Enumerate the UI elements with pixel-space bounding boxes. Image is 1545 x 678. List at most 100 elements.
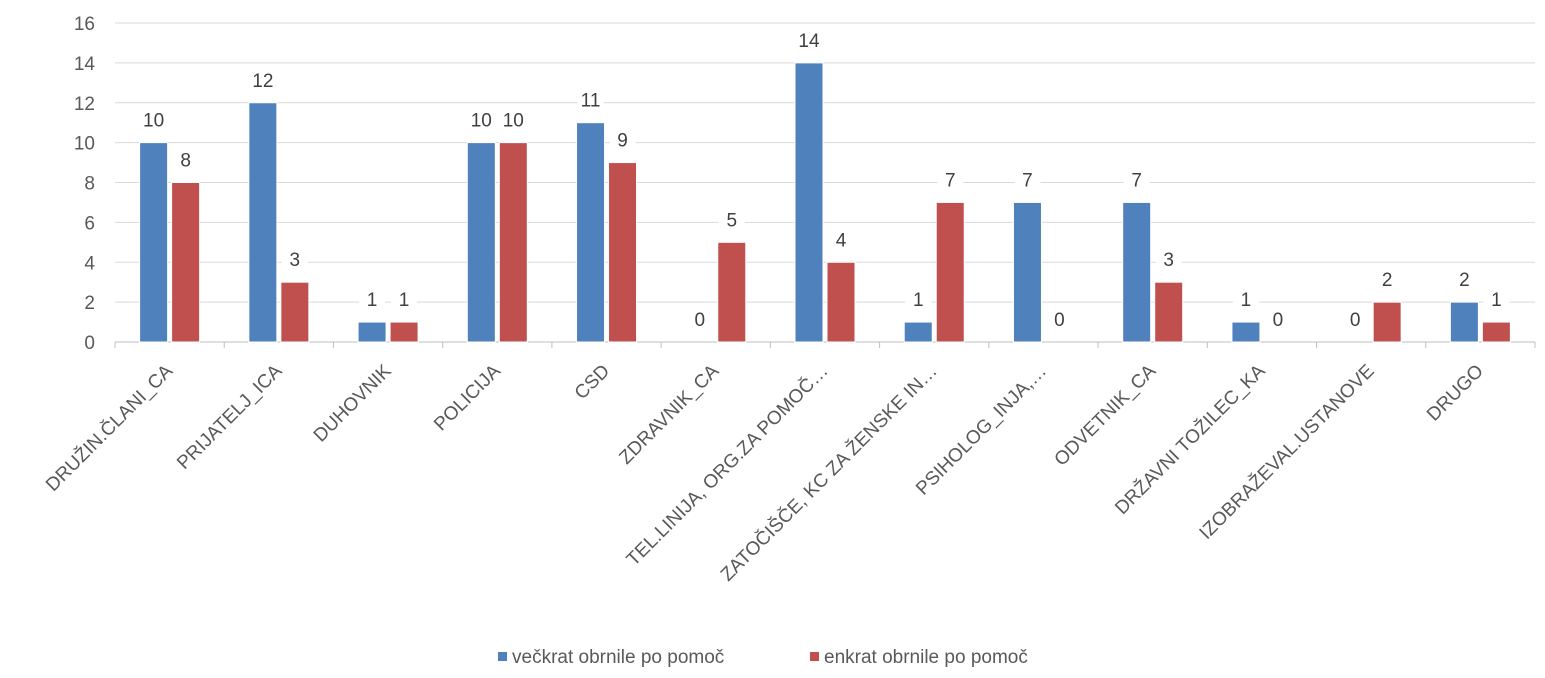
bar xyxy=(1154,281,1184,343)
data-label: 9 xyxy=(617,131,628,152)
data-label-background xyxy=(249,68,276,92)
bar xyxy=(139,142,169,343)
bar xyxy=(794,62,824,343)
x-category-label: POLICIJA xyxy=(430,360,505,435)
data-label: 11 xyxy=(581,91,601,112)
data-label-background xyxy=(1374,268,1401,292)
bar xyxy=(357,321,387,343)
bar xyxy=(608,162,638,343)
data-label: 7 xyxy=(1022,170,1033,191)
legend: večkrat obrnile po pomoč enkrat obrnile p… xyxy=(498,647,1028,668)
data-label: 10 xyxy=(143,111,164,132)
y-tick-label: 0 xyxy=(84,333,95,354)
data-label-background xyxy=(500,108,527,132)
bar xyxy=(498,142,528,343)
data-label: 1 xyxy=(1241,290,1252,311)
data-label: 1 xyxy=(367,290,378,311)
bar xyxy=(935,201,965,343)
y-axis: 0 2 4 6 8 10 12 14 16 xyxy=(74,14,96,354)
data-label: 3 xyxy=(290,250,301,271)
data-label: 0 xyxy=(1054,310,1065,331)
x-category-label: DRUŽIN.ČLANI_CA xyxy=(41,360,177,496)
legend-swatch xyxy=(498,652,507,661)
legend-label: enkrat obrnile po pomoč xyxy=(824,647,1028,668)
data-label: 10 xyxy=(503,111,524,132)
legend-label: večkrat obrnile po pomoč xyxy=(512,647,724,668)
y-tick-label: 6 xyxy=(84,213,95,234)
data-label-background xyxy=(1123,168,1150,192)
x-category-label: DUHOVNIK xyxy=(310,360,396,446)
data-label: 14 xyxy=(798,31,820,52)
data-label: 8 xyxy=(180,151,191,172)
data-label-background xyxy=(468,108,495,132)
data-label: 7 xyxy=(945,170,956,191)
data-label: 2 xyxy=(1382,270,1393,291)
bar xyxy=(1122,201,1152,343)
legend-swatch xyxy=(810,652,819,661)
data-label: 1 xyxy=(1491,290,1502,311)
data-label-background xyxy=(1232,288,1259,312)
bar xyxy=(248,102,278,343)
bar xyxy=(903,321,933,343)
bar xyxy=(717,241,747,343)
y-tick-label: 2 xyxy=(84,293,95,314)
x-category-label: CSD xyxy=(571,361,614,404)
x-category-label: TEL.LINIJA, ORG.ZA POMOČ… xyxy=(622,360,832,570)
data-label-background xyxy=(686,308,713,331)
data-label: 7 xyxy=(1131,170,1142,191)
data-label-background xyxy=(718,208,745,232)
gridlines xyxy=(115,22,1535,343)
data-label-background xyxy=(609,128,636,152)
x-category-label: ZDRAVNIK_CA xyxy=(615,360,723,468)
data-label-background xyxy=(1014,168,1041,192)
data-label: 12 xyxy=(252,71,273,92)
bar xyxy=(826,261,856,343)
y-tick-label: 16 xyxy=(74,14,95,35)
data-label: 0 xyxy=(694,310,705,331)
data-label: 2 xyxy=(1459,270,1470,291)
bar xyxy=(1481,321,1511,343)
data-label-background xyxy=(1451,268,1478,292)
data-label-background xyxy=(577,88,604,112)
x-category-label: ZATOČIŠČE, KC ZA ŽENSKE IN… xyxy=(716,360,942,586)
y-tick-label: 14 xyxy=(74,54,96,75)
bar xyxy=(1449,301,1479,343)
data-label: 4 xyxy=(836,230,847,251)
data-label-background xyxy=(359,288,386,312)
bars xyxy=(139,62,1511,343)
data-label-background xyxy=(828,228,854,252)
data-label-background xyxy=(905,288,932,312)
data-label: 1 xyxy=(913,290,924,311)
y-tick-label: 4 xyxy=(84,253,95,274)
y-tick-label: 8 xyxy=(84,174,95,195)
x-category-label: ODVETNIK_CA xyxy=(1051,360,1161,470)
bar xyxy=(1012,201,1042,343)
data-label-background xyxy=(391,288,418,312)
bar xyxy=(1231,321,1261,343)
x-category-label: PRIJATELJ_ICA xyxy=(173,360,286,473)
data-label-background xyxy=(1264,308,1291,331)
data-label: 1 xyxy=(399,290,410,311)
data-label-background xyxy=(172,148,199,172)
data-label-background xyxy=(1046,308,1073,331)
bar xyxy=(389,321,419,343)
x-category-label: IZOBRAŽEVAL.USTANOVE xyxy=(1195,360,1379,544)
bar xyxy=(171,182,201,343)
bar xyxy=(1372,301,1402,343)
bar xyxy=(280,281,310,343)
data-label: 5 xyxy=(726,210,737,231)
y-tick-label: 12 xyxy=(74,94,95,115)
y-tick-label: 10 xyxy=(74,134,95,155)
data-label: 10 xyxy=(471,111,492,132)
x-category-label: DRUGO xyxy=(1423,361,1488,426)
bar xyxy=(576,122,606,343)
bar xyxy=(466,142,496,343)
data-label: 0 xyxy=(1273,310,1284,331)
data-label-background xyxy=(796,28,822,52)
data-label: 0 xyxy=(1350,310,1361,331)
data-label-background xyxy=(1342,308,1369,331)
